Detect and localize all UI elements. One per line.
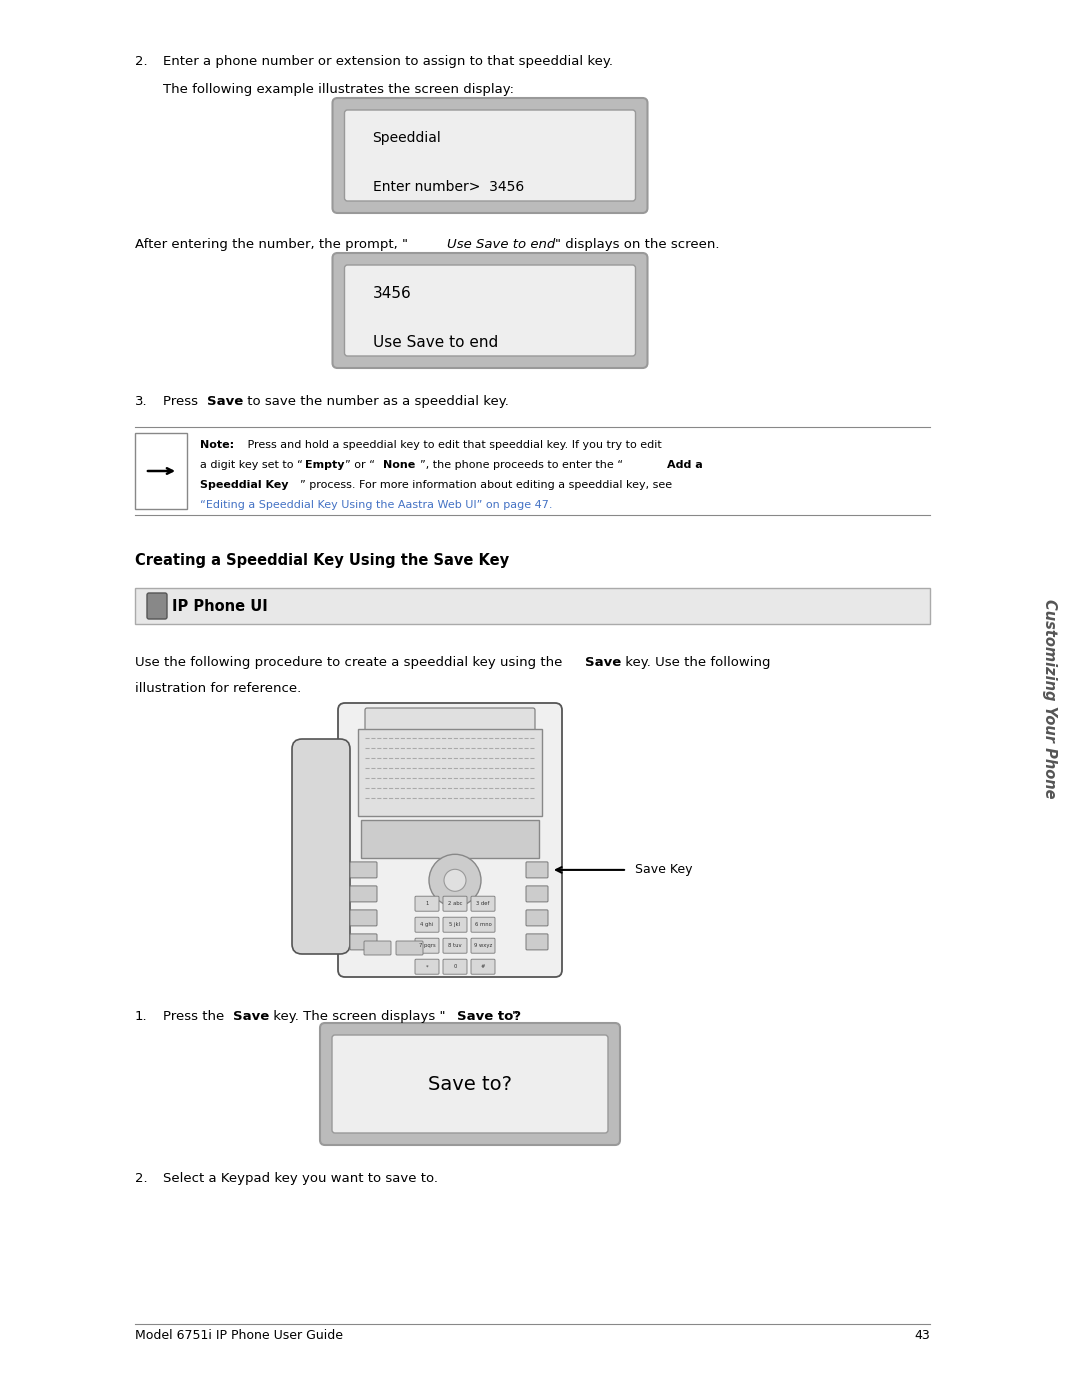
- Text: Model 6751i IP Phone User Guide: Model 6751i IP Phone User Guide: [135, 1329, 343, 1343]
- Text: key. The screen displays ": key. The screen displays ": [269, 1010, 446, 1023]
- FancyBboxPatch shape: [471, 918, 495, 932]
- Text: Save Key: Save Key: [635, 863, 692, 876]
- FancyBboxPatch shape: [415, 897, 438, 911]
- Text: Customizing Your Phone: Customizing Your Phone: [1042, 599, 1057, 798]
- Text: Use Save to end: Use Save to end: [447, 237, 555, 251]
- FancyBboxPatch shape: [320, 1023, 620, 1146]
- FancyBboxPatch shape: [350, 935, 377, 950]
- Text: 2.: 2.: [135, 54, 148, 68]
- Text: Save: Save: [207, 395, 243, 408]
- FancyBboxPatch shape: [292, 739, 350, 954]
- FancyBboxPatch shape: [365, 708, 535, 733]
- Text: Enter number>  3456: Enter number> 3456: [373, 180, 524, 194]
- Text: Speeddial: Speeddial: [373, 131, 442, 145]
- FancyBboxPatch shape: [471, 960, 495, 974]
- Text: “Editing a Speeddial Key Using the Aastra Web UI” on page 47.: “Editing a Speeddial Key Using the Aastr…: [200, 500, 553, 510]
- Text: 3 def: 3 def: [476, 901, 489, 907]
- FancyBboxPatch shape: [396, 942, 423, 956]
- FancyBboxPatch shape: [147, 592, 167, 619]
- Text: Press: Press: [163, 395, 202, 408]
- Text: The following example illustrates the screen display:: The following example illustrates the sc…: [163, 82, 514, 96]
- Text: Note:: Note:: [200, 440, 234, 450]
- FancyBboxPatch shape: [526, 935, 548, 950]
- Text: *: *: [426, 964, 429, 970]
- FancyBboxPatch shape: [443, 897, 467, 911]
- Text: a digit key set to “: a digit key set to “: [200, 460, 302, 469]
- FancyBboxPatch shape: [471, 897, 495, 911]
- FancyBboxPatch shape: [471, 939, 495, 953]
- Text: 8 tuv: 8 tuv: [448, 943, 462, 949]
- Text: None: None: [383, 460, 415, 469]
- FancyBboxPatch shape: [345, 265, 635, 356]
- Text: 9 wxyz: 9 wxyz: [474, 943, 492, 949]
- FancyBboxPatch shape: [526, 886, 548, 902]
- Text: Use Save to end: Use Save to end: [373, 335, 498, 351]
- Text: IP Phone UI: IP Phone UI: [172, 598, 268, 613]
- FancyBboxPatch shape: [338, 703, 562, 977]
- Text: Save to?: Save to?: [457, 1010, 522, 1023]
- Text: Creating a Speeddial Key Using the Save Key: Creating a Speeddial Key Using the Save …: [135, 553, 509, 569]
- FancyBboxPatch shape: [361, 820, 539, 858]
- FancyBboxPatch shape: [135, 433, 187, 509]
- FancyBboxPatch shape: [350, 909, 377, 926]
- Text: Add a: Add a: [667, 460, 703, 469]
- FancyBboxPatch shape: [443, 918, 467, 932]
- Text: 3456: 3456: [373, 286, 411, 300]
- Text: 6 mno: 6 mno: [474, 922, 491, 928]
- Circle shape: [429, 855, 481, 907]
- FancyBboxPatch shape: [364, 942, 391, 956]
- Text: 43: 43: [915, 1329, 930, 1343]
- FancyBboxPatch shape: [350, 862, 377, 877]
- Text: 2 abc: 2 abc: [448, 901, 462, 907]
- Text: 7 pqrs: 7 pqrs: [419, 943, 435, 949]
- FancyBboxPatch shape: [415, 918, 438, 932]
- Text: Enter a phone number or extension to assign to that speeddial key.: Enter a phone number or extension to ass…: [163, 54, 613, 68]
- Text: 5 jkl: 5 jkl: [449, 922, 460, 928]
- Text: key. Use the following: key. Use the following: [621, 657, 770, 669]
- FancyBboxPatch shape: [135, 588, 930, 624]
- Text: Empty: Empty: [305, 460, 345, 469]
- FancyBboxPatch shape: [526, 862, 548, 877]
- Text: After entering the number, the prompt, ": After entering the number, the prompt, ": [135, 237, 408, 251]
- FancyBboxPatch shape: [345, 110, 635, 201]
- Text: to save the number as a speeddial key.: to save the number as a speeddial key.: [243, 395, 509, 408]
- Text: Use the following procedure to create a speeddial key using the: Use the following procedure to create a …: [135, 657, 567, 669]
- Text: ": ": [512, 1010, 518, 1023]
- FancyBboxPatch shape: [357, 729, 542, 816]
- Text: ” process. For more information about editing a speeddial key, see: ” process. For more information about ed…: [300, 481, 672, 490]
- Text: 3.: 3.: [135, 395, 148, 408]
- Text: Save to?: Save to?: [428, 1074, 512, 1094]
- Text: ” or “: ” or “: [345, 460, 375, 469]
- FancyBboxPatch shape: [332, 1035, 608, 1133]
- FancyBboxPatch shape: [415, 939, 438, 953]
- FancyBboxPatch shape: [443, 939, 467, 953]
- Text: 2.: 2.: [135, 1172, 148, 1185]
- Text: Press the: Press the: [163, 1010, 229, 1023]
- Circle shape: [444, 869, 465, 891]
- Text: illustration for reference.: illustration for reference.: [135, 682, 301, 694]
- Text: " displays on the screen.: " displays on the screen.: [555, 237, 719, 251]
- FancyBboxPatch shape: [333, 253, 648, 367]
- Text: 1.: 1.: [135, 1010, 148, 1023]
- FancyBboxPatch shape: [415, 960, 438, 974]
- Text: Speeddial Key: Speeddial Key: [200, 481, 288, 490]
- FancyBboxPatch shape: [443, 960, 467, 974]
- Text: 4 ghi: 4 ghi: [420, 922, 434, 928]
- FancyBboxPatch shape: [333, 98, 648, 212]
- Text: ”, the phone proceeds to enter the “: ”, the phone proceeds to enter the “: [420, 460, 623, 469]
- FancyBboxPatch shape: [350, 886, 377, 902]
- Text: Select a Keypad key you want to save to.: Select a Keypad key you want to save to.: [163, 1172, 438, 1185]
- Text: 0: 0: [454, 964, 457, 970]
- Text: Save: Save: [233, 1010, 269, 1023]
- Text: Save: Save: [585, 657, 621, 669]
- Text: #: #: [481, 964, 485, 970]
- Text: 1: 1: [426, 901, 429, 907]
- Text: Press and hold a speeddial key to edit that speeddial key. If you try to edit: Press and hold a speeddial key to edit t…: [244, 440, 662, 450]
- FancyBboxPatch shape: [526, 909, 548, 926]
